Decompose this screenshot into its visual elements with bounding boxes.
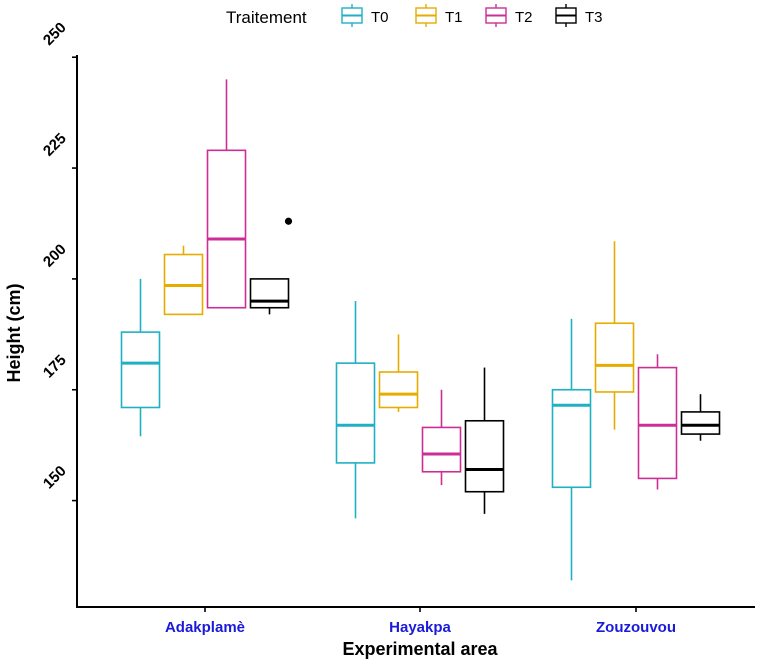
legend-item-T1: T1 <box>415 4 463 27</box>
y-axis-title: Height (cm) <box>4 283 24 382</box>
legend-item-T3: T3 <box>555 4 603 27</box>
box-body <box>206 149 247 309</box>
axes: 150 175 200 225 250 Adakplamè Hayakpa Zouzouvou <box>40 19 755 636</box>
box-body <box>680 411 721 435</box>
outlier-point <box>284 217 293 225</box>
y-tick-label: 175 <box>40 352 70 382</box>
box-T2-Hayakpa <box>421 389 462 486</box>
box-T3-Zouzouvou <box>680 394 721 441</box>
legend: Traitement T0 T1 T2 T3 <box>226 4 603 27</box>
box-T2-Zouzouvou <box>637 354 678 490</box>
box-body <box>120 331 161 409</box>
box-body <box>421 426 462 473</box>
y-tick-label: 200 <box>40 241 70 271</box>
box-body <box>637 366 678 480</box>
x-tick-label: Zouzouvou <box>596 619 676 636</box>
box-T0-Adakplamè <box>120 278 161 437</box>
y-tick-label: 150 <box>40 463 70 493</box>
box-body <box>378 371 419 409</box>
y-tick-label: 250 <box>40 19 70 49</box>
box-T1-Adakplamè <box>163 245 204 316</box>
box-T3-Adakplamè <box>249 217 293 315</box>
box-T0-Zouzouvou <box>551 318 592 581</box>
legend-label: T2 <box>515 9 533 26</box>
legend-item-T2: T2 <box>485 4 533 27</box>
box-body <box>249 278 290 309</box>
box-T1-Zouzouvou <box>594 241 635 430</box>
legend-title: Traitement <box>226 8 307 27</box>
box-T2-Adakplamè <box>206 79 247 309</box>
box-T0-Hayakpa <box>335 301 376 519</box>
legend-label: T1 <box>445 9 463 26</box>
box-body <box>335 362 376 464</box>
y-tick-label: 225 <box>40 130 70 160</box>
box-body <box>464 419 505 493</box>
box-T3-Hayakpa <box>464 367 505 514</box>
legend-item-T0: T0 <box>341 4 389 27</box>
x-tick-label: Hayakpa <box>389 619 451 636</box>
legend-label: T0 <box>371 9 389 26</box>
box-body <box>551 388 592 489</box>
legend-label: T3 <box>585 9 603 26</box>
x-axis-title: Experimental area <box>342 639 498 659</box>
box-T1-Hayakpa <box>378 334 419 412</box>
box-body <box>594 322 635 393</box>
x-tick-label: Adakplamè <box>165 619 245 636</box>
plot-area <box>120 79 721 581</box>
